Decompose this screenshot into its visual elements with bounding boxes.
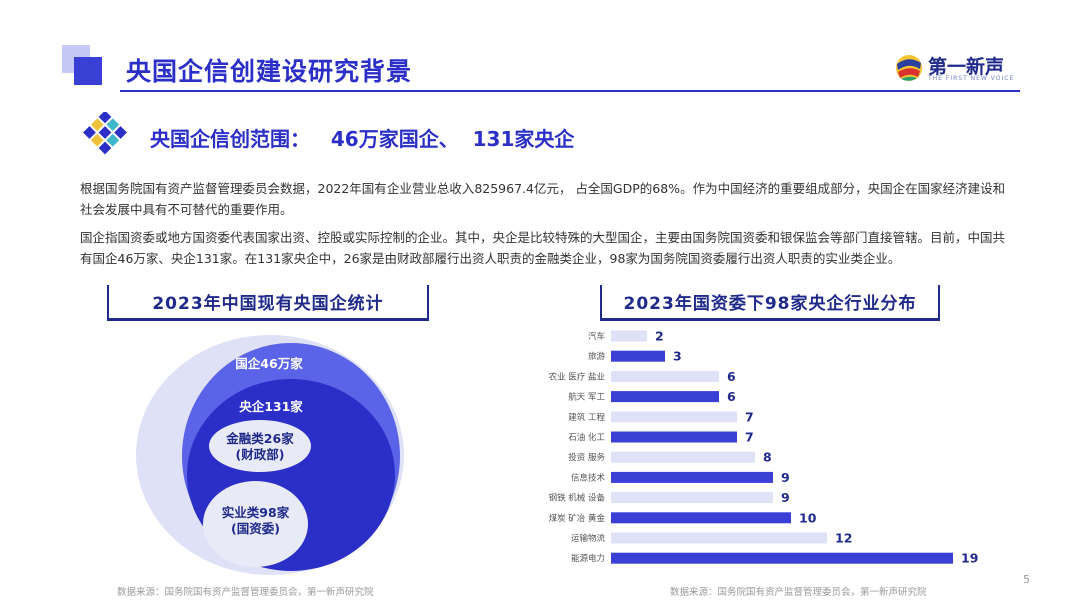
- label-financial: 金融类26家 (财政部): [209, 431, 311, 463]
- header-divider: [120, 90, 1020, 92]
- label-financial-sub: (财政部): [235, 447, 285, 462]
- intro-paragraph-2: 国企指国资委或地方国资委代表国家出资、控股或实际控制的企业。其中，央企是比较特殊…: [80, 230, 1006, 266]
- bar-11: [611, 552, 953, 564]
- right-source-note: 数据来源：国务院国有资产监督管理委员会，第一新声研究院: [670, 587, 927, 598]
- circle-financial: [209, 420, 311, 472]
- bar-7: [611, 471, 773, 483]
- bar-8: [611, 492, 773, 504]
- value-label-10: 12: [835, 531, 852, 546]
- value-label-3: 6: [727, 389, 736, 404]
- category-label-8: 钢铁 机械 设备: [549, 493, 606, 504]
- category-label-5: 石油 化工: [568, 432, 605, 443]
- page-title: 央国企信创建设研究背景: [126, 57, 413, 86]
- value-label-6: 8: [763, 450, 772, 465]
- value-label-4: 7: [745, 409, 754, 424]
- right-panel-title: 2023年国资委下98家央企行业分布: [600, 285, 940, 321]
- value-label-5: 7: [745, 430, 754, 445]
- value-label-9: 10: [799, 510, 817, 525]
- value-label-11: 19: [961, 551, 978, 566]
- bar-10: [611, 532, 827, 544]
- value-label-7: 9: [781, 470, 790, 485]
- bar-2: [611, 370, 719, 382]
- intro-paragraph-1: 根据国务院国有资产监督管理委员会数据，2022年国有企业营业总收入825967.…: [80, 181, 1006, 217]
- bar-0: [611, 330, 647, 342]
- category-label-10: 运输物流: [571, 533, 606, 544]
- bar-1: [611, 350, 665, 362]
- value-label-0: 2: [655, 329, 664, 344]
- bar-3: [611, 391, 719, 403]
- bar-9: [611, 512, 791, 524]
- category-label-9: 煤炭 矿冶 黄金: [549, 513, 606, 524]
- category-label-3: 航天 军工: [568, 392, 605, 403]
- bar-5: [611, 431, 737, 443]
- circle-industrial: [203, 481, 308, 567]
- label-yangqi: 央企131家: [239, 399, 303, 414]
- category-label-2: 农业 医疗 盐业: [549, 371, 605, 382]
- value-label-1: 3: [673, 349, 682, 364]
- page-number: 5: [1023, 573, 1030, 586]
- label-guoqi: 国企46万家: [235, 356, 303, 371]
- bar-4: [611, 411, 737, 423]
- category-label-4: 建筑 工程: [568, 412, 605, 423]
- left-source-note: 数据来源：国务院国有资产监督管理委员会，第一新声研究院: [117, 587, 374, 598]
- label-financial-main: 金融类26家: [226, 431, 294, 446]
- brand-logo-text: 第一新声: [928, 56, 1005, 78]
- value-label-2: 6: [727, 369, 736, 384]
- label-industrial-sub: (国资委): [231, 521, 280, 536]
- left-panel-title: 2023年中国现有央国企统计: [107, 285, 429, 321]
- diamond-grid-icon: [83, 112, 127, 155]
- header-decor-square-dark: [74, 57, 102, 85]
- section-subtitle: 央国企信创范围： 46万家国企、 131家央企: [150, 127, 575, 151]
- label-industrial: 实业类98家 (国资委): [203, 505, 308, 537]
- industry-bar-chart: 汽车 2 旅游 3 农业 医疗 盐业 6 航天 军工 6 建筑 工程 7 石油 化工 7 投资 服务 8 信…: [549, 329, 979, 566]
- brand-logo-subtext: THE FIRST NEW VOICE: [928, 75, 1015, 82]
- category-label-6: 投资 服务: [568, 452, 605, 463]
- category-label-1: 旅游: [588, 351, 606, 362]
- category-label-0: 汽车: [588, 331, 605, 342]
- label-industrial-main: 实业类98家: [221, 505, 290, 520]
- category-label-7: 信息技术: [571, 472, 606, 483]
- brand-logo-icon: [896, 55, 922, 81]
- bar-6: [611, 451, 755, 463]
- category-label-11: 能源电力: [571, 553, 605, 564]
- value-label-8: 9: [781, 490, 790, 505]
